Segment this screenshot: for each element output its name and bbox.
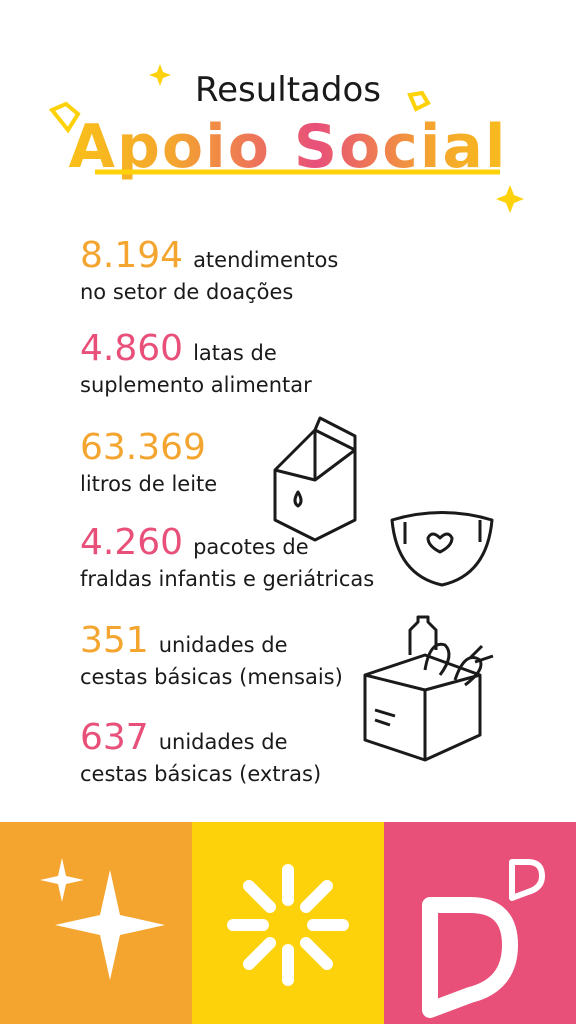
stat-line2: cestas básicas (extras) — [80, 762, 322, 786]
stat-number: 351 — [80, 620, 149, 661]
stat-number: 8.194 — [80, 235, 184, 276]
stat-line2: cestas básicas (mensais) — [80, 665, 343, 689]
title: Resultados — [195, 70, 381, 110]
stat-number: 63.369 — [80, 427, 206, 468]
stat-line: 4.860 latas de — [80, 331, 312, 369]
stat-text: unidades de — [158, 633, 288, 657]
stat-item: 351 unidades de cestas básicas (mensais) — [80, 623, 343, 693]
stat-number: 637 — [80, 717, 149, 758]
stat-text: unidades de — [158, 730, 288, 754]
stat-text: latas de — [193, 341, 277, 365]
stat-item: 8.194 atendimentos no setor de doações — [80, 238, 339, 308]
stat-line2: fraldas infantis e geriátricas — [80, 567, 375, 591]
stat-item: 63.369 litros de leite — [80, 430, 218, 500]
stat-line: 4.260 pacotes de — [80, 525, 374, 563]
stat-line2: no setor de doações — [80, 280, 294, 304]
stat-line: 63.369 — [80, 430, 217, 468]
stat-text: pacotes de — [193, 535, 309, 559]
stat-item: 637 unidades de cestas básicas (extras) — [80, 720, 322, 790]
stat-item: 4.860 latas de suplemento alimentar — [80, 331, 312, 401]
stat-number: 4.860 — [80, 328, 184, 369]
stat-item: 4.260 pacotes de fraldas infantis e geriát… — [80, 525, 375, 595]
stat-line2: suplemento alimentar — [80, 373, 312, 397]
stat-line: 637 unidades de — [80, 720, 321, 758]
stat-text: atendimentos — [193, 248, 339, 272]
stat-line2: litros de leite — [80, 472, 218, 496]
stat-line: 351 unidades de — [80, 623, 343, 661]
stat-line: 8.194 atendimentos — [80, 238, 339, 276]
stat-number: 4.260 — [80, 522, 184, 563]
